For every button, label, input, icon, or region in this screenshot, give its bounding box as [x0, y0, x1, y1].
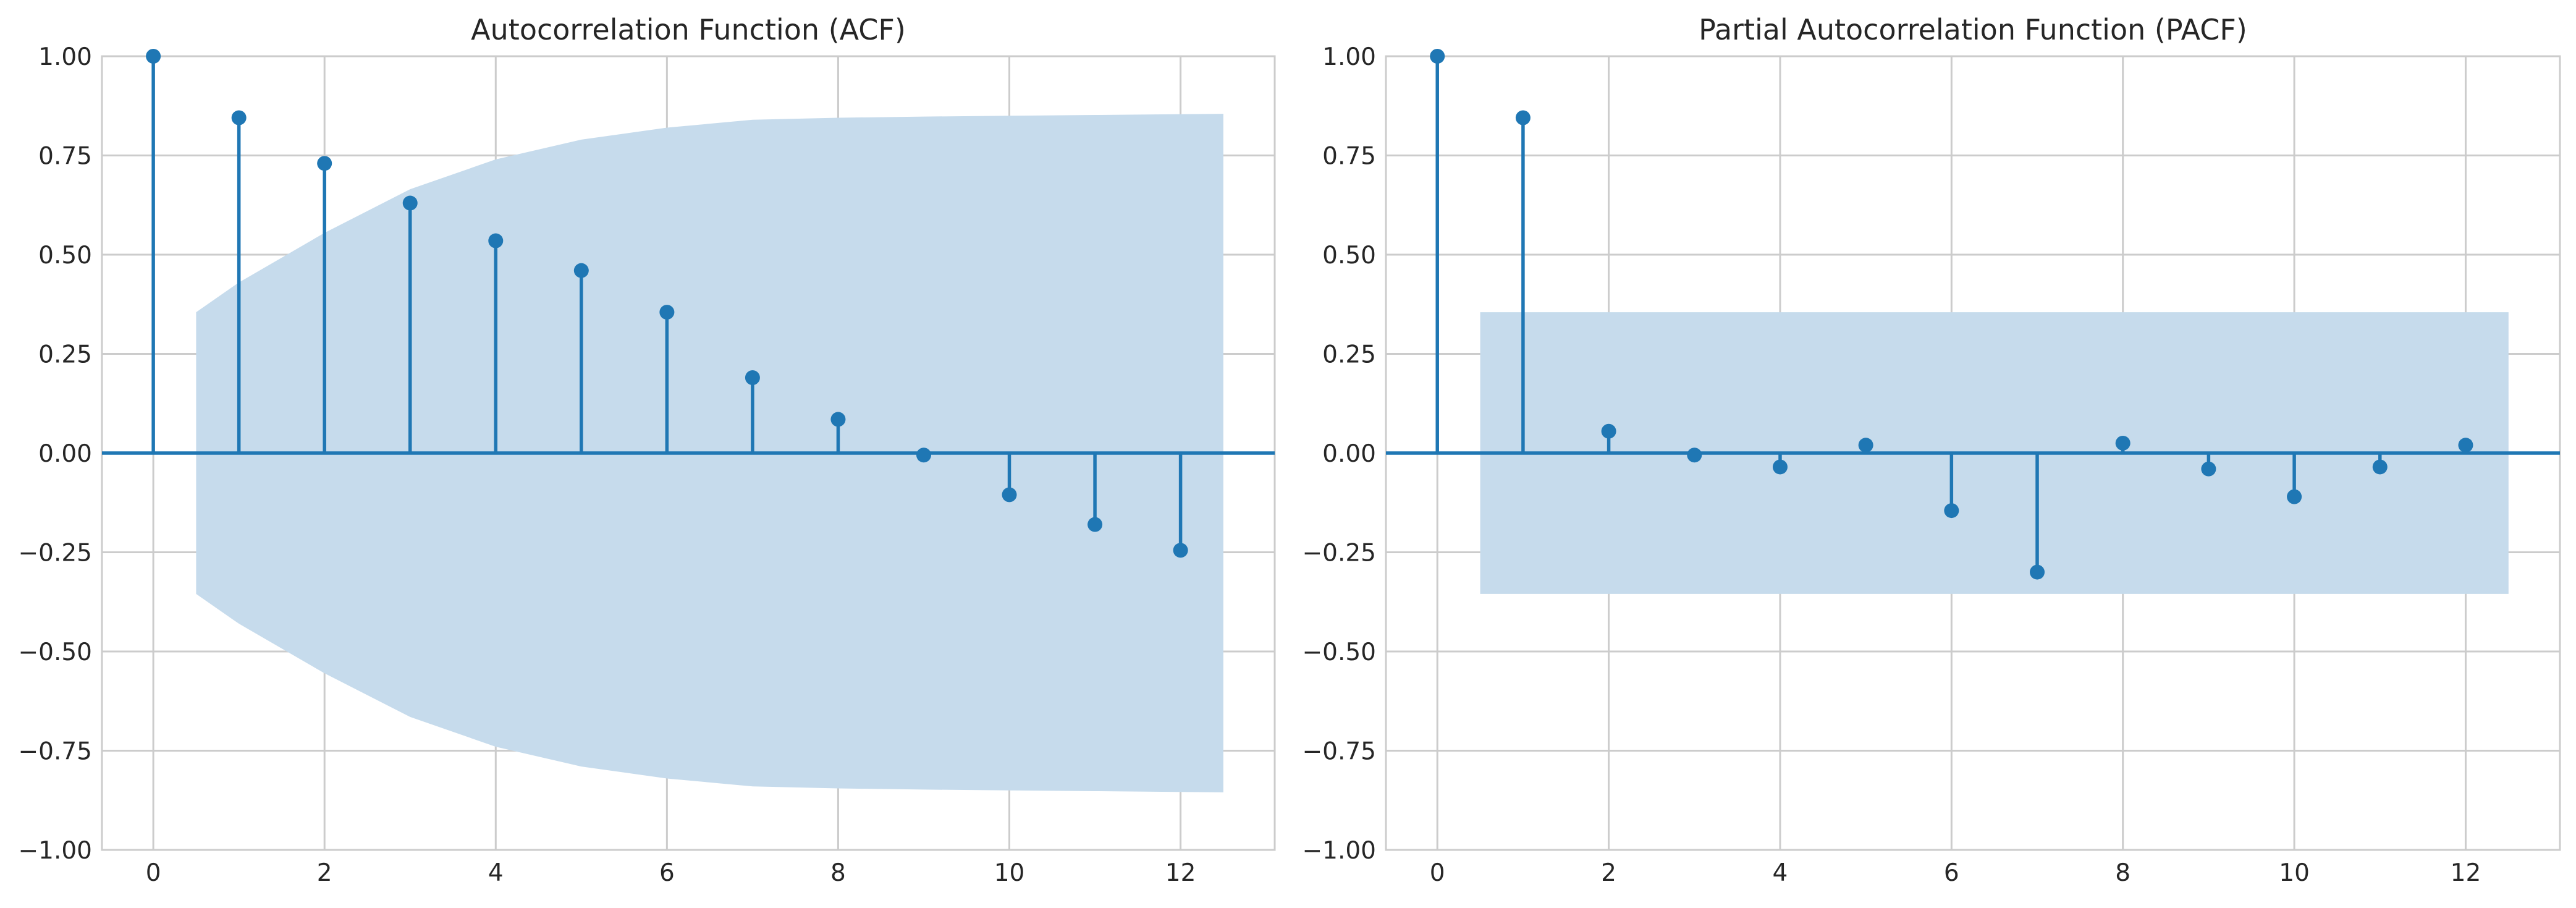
acf-marker-lag-7: [745, 370, 760, 386]
pacf-y-tick-label: −0.75: [1302, 738, 1376, 766]
pacf-x-tick-label: 6: [1944, 859, 1959, 887]
pacf-marker-lag-8: [2115, 435, 2130, 451]
pacf-x-tick-label: 8: [2115, 859, 2130, 887]
acf-y-tick-label: 0.25: [38, 341, 92, 369]
acf-y-tick-label: 0.00: [38, 440, 92, 468]
acf-marker-lag-6: [659, 305, 675, 320]
acf-y-tick-label: −0.50: [18, 639, 92, 666]
acf-x-tick-label: 4: [488, 859, 504, 887]
acf-marker-lag-8: [830, 412, 846, 427]
pacf-y-tick-label: −0.50: [1302, 639, 1376, 666]
acf-marker-lag-3: [402, 195, 418, 211]
acf-panel: 0 2 4 6 8 10 12 −1.00 −0.75 −0.50 −0.25 0.00 0.25 0.5…: [18, 13, 1276, 887]
pacf-x-tick-label: 0: [1430, 859, 1445, 887]
pacf-marker-lag-5: [1858, 438, 1873, 453]
acf-marker-lag-12: [1173, 543, 1188, 558]
pacf-marker-lag-0: [1430, 49, 1445, 64]
acf-marker-lag-9: [916, 448, 931, 463]
pacf-marker-lag-11: [2372, 459, 2388, 475]
pacf-title: Partial Autocorrelation Function (PACF): [1699, 13, 2247, 46]
acf-marker-lag-1: [231, 110, 247, 125]
pacf-x-tick-label: 2: [1601, 859, 1616, 887]
acf-title: Autocorrelation Function (ACF): [471, 13, 906, 46]
acf-x-tick-label: 10: [994, 859, 1025, 887]
acf-marker-lag-5: [573, 263, 589, 278]
pacf-marker-lag-9: [2201, 461, 2216, 477]
acf-y-tick-label: 0.75: [38, 143, 92, 171]
pacf-marker-lag-6: [1944, 503, 1959, 519]
acf-marker-lag-11: [1087, 517, 1103, 532]
pacf-y-tick-label: 0.25: [1322, 341, 1376, 369]
pacf-marker-lag-12: [2458, 438, 2473, 453]
pacf-y-tick-label: 0.00: [1322, 440, 1376, 468]
acf-x-tick-label: 2: [317, 859, 332, 887]
acf-x-tick-label: 6: [659, 859, 675, 887]
acf-marker-lag-2: [317, 156, 332, 171]
acf-marker-lag-10: [1002, 487, 1017, 503]
pacf-marker-lag-2: [1601, 423, 1616, 439]
pacf-y-tick-label: −0.25: [1302, 540, 1376, 567]
acf-y-tick-label: −1.00: [18, 837, 92, 865]
pacf-panel: 0 2 4 6 8 10 12 −1.00 −0.75 −0.50 −0.25 0.00 0.25 0.5…: [1302, 13, 2561, 887]
pacf-y-tick-label: 0.50: [1322, 242, 1376, 269]
pacf-y-tick-label: 0.75: [1322, 143, 1376, 171]
pacf-marker-lag-3: [1687, 448, 1702, 463]
acf-x-tick-label: 8: [830, 859, 846, 887]
pacf-x-tick-label: 12: [2451, 859, 2481, 887]
pacf-y-tick-label: −1.00: [1302, 837, 1376, 865]
acf-x-tick-label: 12: [1165, 859, 1196, 887]
pacf-marker-lag-10: [2287, 489, 2302, 504]
acf-y-tick-label: 0.50: [38, 242, 92, 269]
acf-y-tick-label: −0.75: [18, 738, 92, 766]
pacf-x-tick-label: 10: [2279, 859, 2310, 887]
pacf-marker-lag-4: [1772, 459, 1788, 475]
acf-marker-lag-0: [146, 49, 161, 64]
pacf-marker-lag-7: [2030, 564, 2045, 580]
pacf-x-tick-label: 4: [1773, 859, 1788, 887]
acf-y-tick-label: 1.00: [38, 43, 92, 71]
pacf-marker-lag-1: [1515, 110, 1531, 125]
acf-y-tick-label: −0.25: [18, 540, 92, 567]
acf-x-tick-label: 0: [146, 859, 161, 887]
acf-marker-lag-4: [488, 233, 504, 248]
pacf-y-tick-label: 1.00: [1322, 43, 1376, 71]
